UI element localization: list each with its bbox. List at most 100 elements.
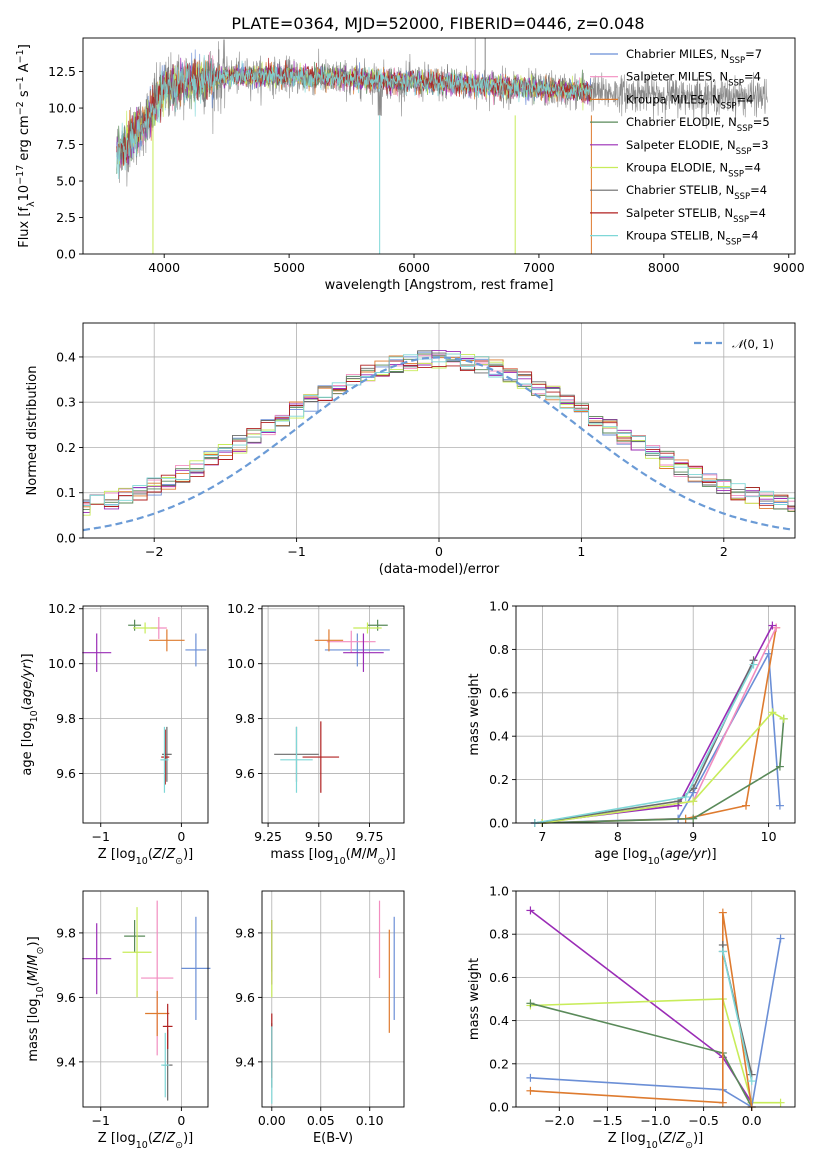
x-tick-label: −2	[145, 544, 163, 559]
legend-label-text: Salpeter STELIB, N	[626, 206, 733, 220]
y-axis-label: mass weight	[467, 673, 482, 755]
x-tick-label: 0	[177, 1113, 185, 1128]
axis-label-part: 10	[648, 856, 660, 867]
legend-label-text: Kroupa STELIB, N	[626, 229, 726, 243]
legend-subscript: SSP	[721, 101, 737, 111]
y-tick-label: 10.0	[227, 656, 255, 671]
grid-lines	[83, 891, 208, 1107]
plus-marker	[776, 934, 785, 943]
weight-series-line	[530, 938, 782, 1109]
weight-series-line	[530, 1002, 753, 1108]
y-tick-label: 0.2	[489, 1056, 509, 1071]
y-axis-label-part: −2	[15, 101, 26, 115]
residual-histogram	[83, 349, 795, 513]
axis-label-part: /	[362, 847, 367, 862]
plus-marker	[741, 801, 750, 810]
error-bar-point	[161, 729, 170, 785]
x-tick-label: −2.0	[544, 1113, 574, 1128]
legend-label-text: Chabrier STELIB, N	[626, 183, 734, 197]
legend-subscript: SSP	[734, 192, 750, 202]
axis-label-part: )]	[26, 936, 41, 946]
x-tick-label: 0	[177, 829, 185, 844]
y-tick-label: 10.0	[48, 101, 76, 116]
weight-series-line	[542, 627, 777, 824]
error-bar-point	[314, 629, 344, 652]
y-tick-label: 0.1	[56, 485, 76, 500]
plus-marker	[718, 908, 727, 917]
x-tick-label: 6000	[398, 260, 430, 275]
y-tick-label: 7.5	[56, 137, 76, 152]
legend-label: Kroupa STELIB, NSSP=4	[626, 229, 758, 248]
legend-label-text: Kroupa ELODIE, N	[626, 161, 728, 175]
y-axis-label-part: −1	[15, 49, 26, 63]
axis-label-part: mass [log	[26, 998, 41, 1061]
plot-frame	[261, 605, 405, 824]
axis-label-part: )]	[183, 847, 193, 862]
residual-histogram	[83, 350, 795, 507]
x-tick-label: 0.0	[742, 1113, 762, 1128]
y-tick-label: 12.5	[48, 64, 76, 79]
axis-label-part: )]	[706, 847, 716, 862]
legend-count: =4	[741, 229, 758, 243]
plus-marker	[526, 1086, 535, 1095]
error-bar-point	[122, 907, 152, 998]
axis-label-part: ⊙	[175, 1140, 183, 1151]
y-tick-label: 0.0	[489, 816, 509, 831]
error-bar-point	[128, 619, 142, 631]
plot-frame	[515, 605, 796, 824]
plus-marker	[772, 623, 781, 632]
axis-label-part: )]	[20, 653, 35, 663]
y-axis-label-part: s	[17, 90, 32, 101]
y-tick-label: 0.4	[489, 729, 509, 744]
y-tick-label: 9.8	[235, 711, 255, 726]
axis-label-part: (	[148, 847, 153, 862]
error-bar-point	[161, 1032, 170, 1098]
legend-subscript: SSP	[729, 56, 745, 66]
x-axis-label: mass [log10(M/M⊙)]	[270, 847, 395, 867]
legend-count: =4	[750, 183, 767, 197]
axis-label-part: /	[26, 965, 41, 970]
legend-item: Salpeter MILES, NSSP=4	[590, 70, 761, 89]
y-axis-label-part: A	[17, 63, 32, 76]
axis-label-part: M	[351, 847, 362, 862]
plus-marker	[775, 801, 784, 810]
axis-label-part: M	[26, 954, 41, 965]
plus-marker	[768, 621, 777, 630]
legend-item: Kroupa MILES, NSSP=4	[590, 92, 753, 111]
plus-marker	[749, 660, 758, 669]
axis-label-part: )]	[386, 847, 396, 862]
axis-label-part: 10	[136, 856, 148, 867]
weight-series-line	[530, 998, 781, 1104]
spectrum-panel: 4000 5000 6000 7000 8000 9000 0.0 2.5 5.0 7.5 10.0…	[15, 37, 805, 293]
legend-item: Chabrier ELODIE, NSSP=5	[590, 115, 770, 134]
legend-count: =7	[745, 47, 762, 61]
x-tick-label: −1.0	[640, 1113, 670, 1128]
y-axis-label: mass [log10(M/M⊙)]	[26, 936, 46, 1061]
x-tick-label: 1	[577, 544, 585, 559]
axis-label-part: 10	[29, 710, 40, 722]
mass-weight-vs-metallicity-panel: −2.0 −1.5 −1.0 −0.5 0.0 0.0 0.2 0.4 0.6 0.8 1.0 Z […	[467, 884, 796, 1151]
error-bar-point	[367, 619, 388, 631]
legend-subscript: SSP	[737, 124, 753, 134]
axis-label-part: 10	[334, 856, 346, 867]
plus-marker	[689, 814, 698, 823]
legend-subscript: SSP	[726, 238, 742, 248]
y-tick-label: 5.0	[56, 174, 76, 189]
x-axis-label: age [log10(age/yr)]	[594, 847, 716, 867]
weight-series-line	[722, 951, 753, 1082]
residual-distribution-panel: −2 −1 0 1 2 0.0 0.1 0.2 0.3 0.4 (data-model)/error…	[25, 322, 796, 577]
legend-item: Salpeter STELIB, NSSP=4	[590, 206, 766, 225]
legend-label: Chabrier MILES, NSSP=7	[626, 47, 762, 66]
x-tick-label: 9.75	[356, 829, 384, 844]
plus-marker	[689, 797, 698, 806]
legend-item: Chabrier MILES, NSSP=7	[590, 47, 762, 66]
x-tick-label: 2	[720, 544, 728, 559]
legend-item: Chabrier STELIB, NSSP=4	[590, 183, 767, 202]
legend-label: Salpeter STELIB, NSSP=4	[626, 206, 766, 225]
legend-label-text: Kroupa MILES, N	[626, 92, 721, 106]
axis-label-part: Z [log	[98, 1131, 136, 1146]
y-tick-label: 9.6	[235, 766, 255, 781]
residual-histogram	[83, 353, 795, 516]
y-tick-label: 1.0	[489, 884, 509, 899]
